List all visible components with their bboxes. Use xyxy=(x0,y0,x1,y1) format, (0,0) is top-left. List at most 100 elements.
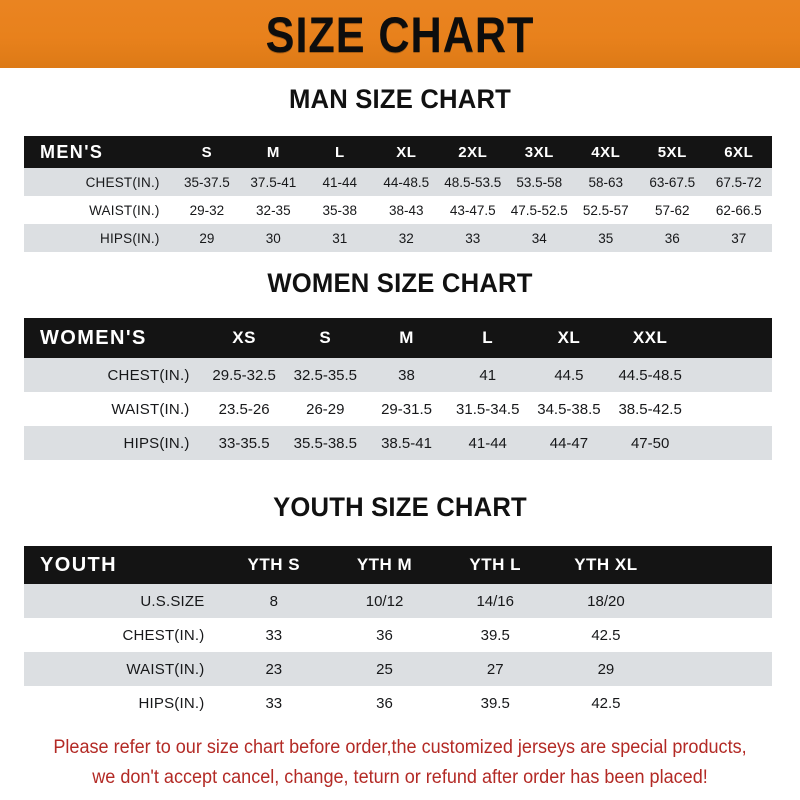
table-row: HIPS(IN.) 33 36 39.5 42.5 xyxy=(24,686,772,720)
column-header: M xyxy=(240,136,307,168)
measurement-cell: 39.5 xyxy=(439,618,551,652)
youth-size-table: YOUTH YTH S YTH M YTH L YTH XL U.S.SIZE 8 10/1… xyxy=(24,546,772,720)
column-header: YTH M xyxy=(329,546,440,584)
measurement-cell: 43-47.5 xyxy=(439,196,507,224)
measurement-cell: 44.5 xyxy=(528,358,610,392)
measurement-cell: 34 xyxy=(506,224,573,252)
column-header: XS xyxy=(203,318,285,358)
man-size-table-wrapper: MEN'S S M L XL 2XL 3XL 4XL 5XL 6XL CHEST(IN.) 35-3… xyxy=(24,136,772,252)
measurement-cell: 10/12 xyxy=(329,584,440,618)
column-header: XL xyxy=(528,318,610,358)
measurement-cell: 52.5-57 xyxy=(572,196,639,224)
measurement-cell xyxy=(690,358,772,392)
measurement-cell: 29 xyxy=(173,224,241,252)
row-header-cell: CHEST(IN.) xyxy=(24,618,219,652)
measurement-cell: 35 xyxy=(572,224,639,252)
measurement-cell: 31 xyxy=(306,224,374,252)
measurement-cell: 67.5-72 xyxy=(705,168,772,196)
measurement-cell: 33 xyxy=(218,618,330,652)
footer-note-line-2: we don't accept cancel, change, teturn o… xyxy=(92,767,708,788)
youth-size-table-wrapper: YOUTH YTH S YTH M YTH L YTH XL U.S.SIZE 8 10/1… xyxy=(24,546,772,720)
footer-note-line-1: Please refer to our size chart before or… xyxy=(53,737,747,758)
column-header xyxy=(661,546,772,584)
table-row: WAIST(IN.) 23 25 27 29 xyxy=(24,652,772,686)
youth-section-title: YOUTH SIZE CHART xyxy=(273,492,527,522)
measurement-cell: 38.5-41 xyxy=(365,426,448,460)
women-table-header: WOMEN'S XS S M L XL XXL xyxy=(24,318,772,358)
youth-table-header: YOUTH YTH S YTH M YTH L YTH XL xyxy=(24,546,772,584)
table-row: CHEST(IN.) 35-37.5 37.5-41 41-44 44-48.5 48.5… xyxy=(24,168,772,196)
column-header: L xyxy=(447,318,529,358)
row-header-cell: CHEST(IN.) xyxy=(24,168,174,196)
column-header: YTH S xyxy=(218,546,330,584)
table-row: WAIST(IN.) 29-32 32-35 35-38 38-43 43-47.5 47.… xyxy=(24,196,772,224)
measurement-cell: 29.5-32.5 xyxy=(203,358,285,392)
measurement-cell: 41-44 xyxy=(447,426,529,460)
measurement-cell: 58-63 xyxy=(572,168,639,196)
measurement-cell xyxy=(690,426,772,460)
table-row: WAIST(IN.) 23.5-26 26-29 29-31.5 31.5-34.5 34… xyxy=(24,392,772,426)
measurement-cell: 32.5-35.5 xyxy=(284,358,366,392)
column-header: 5XL xyxy=(638,136,706,168)
table-corner-label: MEN'S xyxy=(24,136,174,168)
measurement-cell: 47-50 xyxy=(609,426,691,460)
column-header: 3XL xyxy=(506,136,573,168)
table-row: CHEST(IN.) 29.5-32.5 32.5-35.5 38 41 44.5 44.5… xyxy=(24,358,772,392)
measurement-cell xyxy=(661,584,772,618)
table-corner-label: YOUTH xyxy=(24,546,219,584)
measurement-cell: 34.5-38.5 xyxy=(528,392,610,426)
column-header: S xyxy=(284,318,366,358)
measurement-cell: 8 xyxy=(218,584,330,618)
measurement-cell: 31.5-34.5 xyxy=(447,392,529,426)
column-header: 4XL xyxy=(572,136,639,168)
measurement-cell: 18/20 xyxy=(550,584,662,618)
measurement-cell: 33 xyxy=(439,224,507,252)
column-header: XL xyxy=(373,136,440,168)
measurement-cell: 25 xyxy=(329,652,440,686)
table-header-row: YOUTH YTH S YTH M YTH L YTH XL xyxy=(24,546,772,584)
measurement-cell: 44.5-48.5 xyxy=(609,358,691,392)
measurement-cell: 53.5-58 xyxy=(506,168,573,196)
measurement-cell: 38-43 xyxy=(373,196,440,224)
man-table-header: MEN'S S M L XL 2XL 3XL 4XL 5XL 6XL xyxy=(24,136,772,168)
column-header xyxy=(690,318,772,358)
column-header: YTH XL xyxy=(550,546,662,584)
measurement-cell xyxy=(661,652,772,686)
table-header-row: MEN'S S M L XL 2XL 3XL 4XL 5XL 6XL xyxy=(24,136,772,168)
women-size-table: WOMEN'S XS S M L XL XXL CHEST(IN.) 29.5-32.5 32.… xyxy=(24,318,772,460)
measurement-cell: 44-47 xyxy=(528,426,610,460)
column-header: YTH L xyxy=(439,546,551,584)
table-corner-label: WOMEN'S xyxy=(24,318,204,358)
measurement-cell: 44-48.5 xyxy=(373,168,440,196)
measurement-cell: 23.5-26 xyxy=(203,392,285,426)
measurement-cell: 33 xyxy=(218,686,330,720)
measurement-cell: 47.5-52.5 xyxy=(506,196,573,224)
column-header: 6XL xyxy=(705,136,772,168)
table-row: HIPS(IN.) 33-35.5 35.5-38.5 38.5-41 41-44 44-… xyxy=(24,426,772,460)
measurement-cell: 35-37.5 xyxy=(173,168,241,196)
table-row: U.S.SIZE 8 10/12 14/16 18/20 xyxy=(24,584,772,618)
row-header-cell: HIPS(IN.) xyxy=(24,426,204,460)
column-header: M xyxy=(365,318,448,358)
women-size-table-wrapper: WOMEN'S XS S M L XL XXL CHEST(IN.) 29.5-32.5 32.… xyxy=(24,318,772,460)
measurement-cell: 37 xyxy=(705,224,772,252)
row-header-cell: WAIST(IN.) xyxy=(24,392,204,426)
measurement-cell: 32-35 xyxy=(240,196,307,224)
women-table-body: CHEST(IN.) 29.5-32.5 32.5-35.5 38 41 44.5 44.5… xyxy=(24,358,772,460)
measurement-cell: 27 xyxy=(439,652,551,686)
page-title: SIZE CHART xyxy=(265,5,535,63)
measurement-cell: 42.5 xyxy=(550,686,662,720)
measurement-cell: 48.5-53.5 xyxy=(439,168,507,196)
measurement-cell: 37.5-41 xyxy=(240,168,307,196)
row-header-cell: U.S.SIZE xyxy=(24,584,219,618)
measurement-cell xyxy=(661,686,772,720)
measurement-cell xyxy=(661,618,772,652)
measurement-cell: 63-67.5 xyxy=(638,168,706,196)
row-header-cell: HIPS(IN.) xyxy=(24,224,174,252)
measurement-cell: 30 xyxy=(240,224,307,252)
measurement-cell: 26-29 xyxy=(284,392,366,426)
measurement-cell: 35-38 xyxy=(306,196,374,224)
row-header-cell: WAIST(IN.) xyxy=(24,196,174,224)
measurement-cell: 29-31.5 xyxy=(365,392,448,426)
row-header-cell: CHEST(IN.) xyxy=(24,358,204,392)
